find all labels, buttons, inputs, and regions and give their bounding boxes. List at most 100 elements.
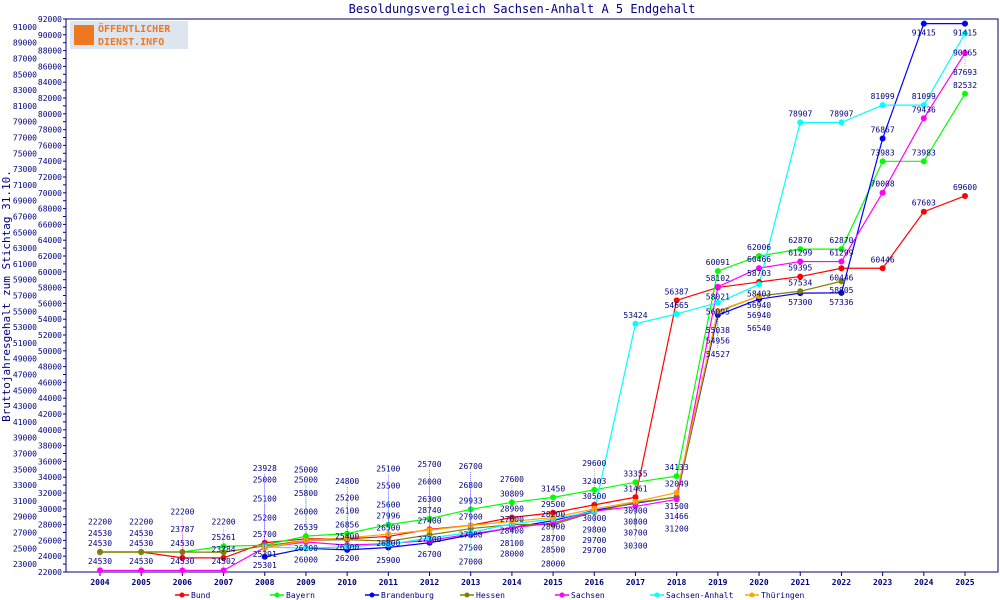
data-label: 90165 — [953, 48, 977, 57]
data-label: 57534 — [788, 278, 812, 287]
x-tick-label: 2005 — [132, 578, 151, 587]
data-label: 26800 — [459, 481, 483, 490]
y-tick-label: 55000 — [13, 307, 37, 316]
data-point — [673, 489, 680, 496]
data-label: 27400 — [417, 516, 441, 525]
y-tick-label: 56000 — [38, 299, 62, 308]
y-tick-label: 24000 — [38, 552, 62, 561]
y-tick-label: 22000 — [38, 568, 62, 577]
data-label: 82532 — [953, 81, 977, 90]
data-label: 23784 — [212, 545, 236, 554]
y-tick-label: 34000 — [38, 473, 62, 482]
y-tick-label: 82000 — [38, 94, 62, 103]
data-label: 56540 — [747, 324, 771, 333]
legend-marker — [654, 592, 660, 598]
y-tick-label: 64000 — [38, 236, 62, 245]
data-label: 81099 — [912, 92, 936, 101]
y-tick-label: 80000 — [38, 110, 62, 119]
x-tick-label: 2023 — [873, 578, 892, 587]
chart-title: Besoldungsvergleich Sachsen-Anhalt A 5 E… — [349, 2, 696, 16]
y-tick-label: 52000 — [38, 331, 62, 340]
x-tick-label: 2011 — [379, 578, 398, 587]
data-point — [879, 158, 886, 165]
y-tick-label: 61000 — [13, 260, 37, 269]
data-label: 31200 — [665, 524, 689, 533]
x-tick-label: 2007 — [214, 578, 233, 587]
data-point — [879, 102, 886, 109]
data-label: 27500 — [459, 544, 483, 553]
data-label: 30500 — [582, 492, 606, 501]
data-label: 60446 — [871, 255, 895, 264]
data-label: 34133 — [665, 463, 689, 472]
x-tick-label: 2020 — [749, 578, 768, 587]
y-tick-label: 40000 — [38, 426, 62, 435]
y-tick-label: 32000 — [38, 489, 62, 498]
y-tick-label: 65000 — [13, 228, 37, 237]
y-tick-label: 79000 — [13, 118, 37, 127]
x-tick-label: 2010 — [338, 578, 357, 587]
y-tick-label: 76000 — [38, 141, 62, 150]
y-tick-label: 29000 — [13, 513, 37, 522]
data-label: 91415 — [953, 29, 977, 38]
series-line-sachsen — [100, 52, 966, 572]
y-tick-label: 63000 — [13, 244, 37, 253]
x-tick-label: 2021 — [791, 578, 810, 587]
y-tick-label: 91000 — [13, 23, 37, 32]
data-label: 69600 — [953, 183, 977, 192]
data-point — [920, 115, 927, 122]
y-tick-label: 39000 — [13, 434, 37, 443]
legend-label: Thüringen — [761, 591, 805, 600]
y-tick-label: 89000 — [13, 39, 37, 48]
data-point — [797, 273, 804, 280]
y-tick-label: 78000 — [38, 126, 62, 135]
data-label: 60446 — [829, 273, 853, 282]
x-tick-label: 2006 — [173, 578, 192, 587]
data-label: 28200 — [541, 510, 565, 519]
data-label: 26700 — [459, 462, 483, 471]
data-point — [756, 265, 763, 272]
data-point — [920, 158, 927, 165]
data-label: 31450 — [541, 484, 565, 493]
y-tick-label: 43000 — [13, 402, 37, 411]
data-label: 31461 — [623, 484, 647, 493]
data-label: 57336 — [829, 298, 853, 307]
y-tick-label: 31000 — [13, 497, 37, 506]
data-label: 54527 — [706, 350, 730, 359]
data-label: 29700 — [582, 536, 606, 545]
data-label: 31500 — [665, 502, 689, 511]
logo: ÖFFENTLICHER DIENST.INFO — [70, 21, 188, 49]
data-label: 27000 — [459, 558, 483, 567]
legend-marker — [559, 592, 565, 598]
x-tick-label: 2013 — [461, 578, 480, 587]
data-label: 28700 — [541, 534, 565, 543]
y-tick-label: 49000 — [13, 355, 37, 364]
legend-label: Brandenburg — [381, 591, 434, 600]
data-label: 25100 — [253, 495, 277, 504]
data-point — [838, 258, 845, 265]
data-label: 61299 — [788, 249, 812, 258]
y-tick-label: 48000 — [38, 363, 62, 372]
x-tick-label: 2018 — [667, 578, 686, 587]
x-tick-label: 2008 — [255, 578, 274, 587]
data-label: 60091 — [706, 258, 730, 267]
y-tick-label: 53000 — [13, 323, 37, 332]
data-label: 62870 — [788, 236, 812, 245]
x-tick-label: 2012 — [420, 578, 439, 587]
legend-label: Bund — [191, 591, 210, 600]
data-label: 28000 — [541, 560, 565, 569]
legend-marker — [749, 592, 755, 598]
y-tick-label: 30000 — [38, 505, 62, 514]
y-tick-label: 23000 — [13, 560, 37, 569]
logo-line2: DIENST.INFO — [98, 37, 164, 48]
x-tick-label: 2004 — [90, 578, 109, 587]
data-point — [797, 119, 804, 126]
data-label: 32049 — [665, 480, 689, 489]
data-label: 22200 — [129, 517, 153, 526]
data-label: 81099 — [871, 92, 895, 101]
y-tick-label: 77000 — [13, 134, 37, 143]
data-label: 67603 — [912, 199, 936, 208]
data-label: 58021 — [706, 292, 730, 301]
y-tick-label: 41000 — [13, 418, 37, 427]
data-label: 58102 — [706, 274, 730, 283]
